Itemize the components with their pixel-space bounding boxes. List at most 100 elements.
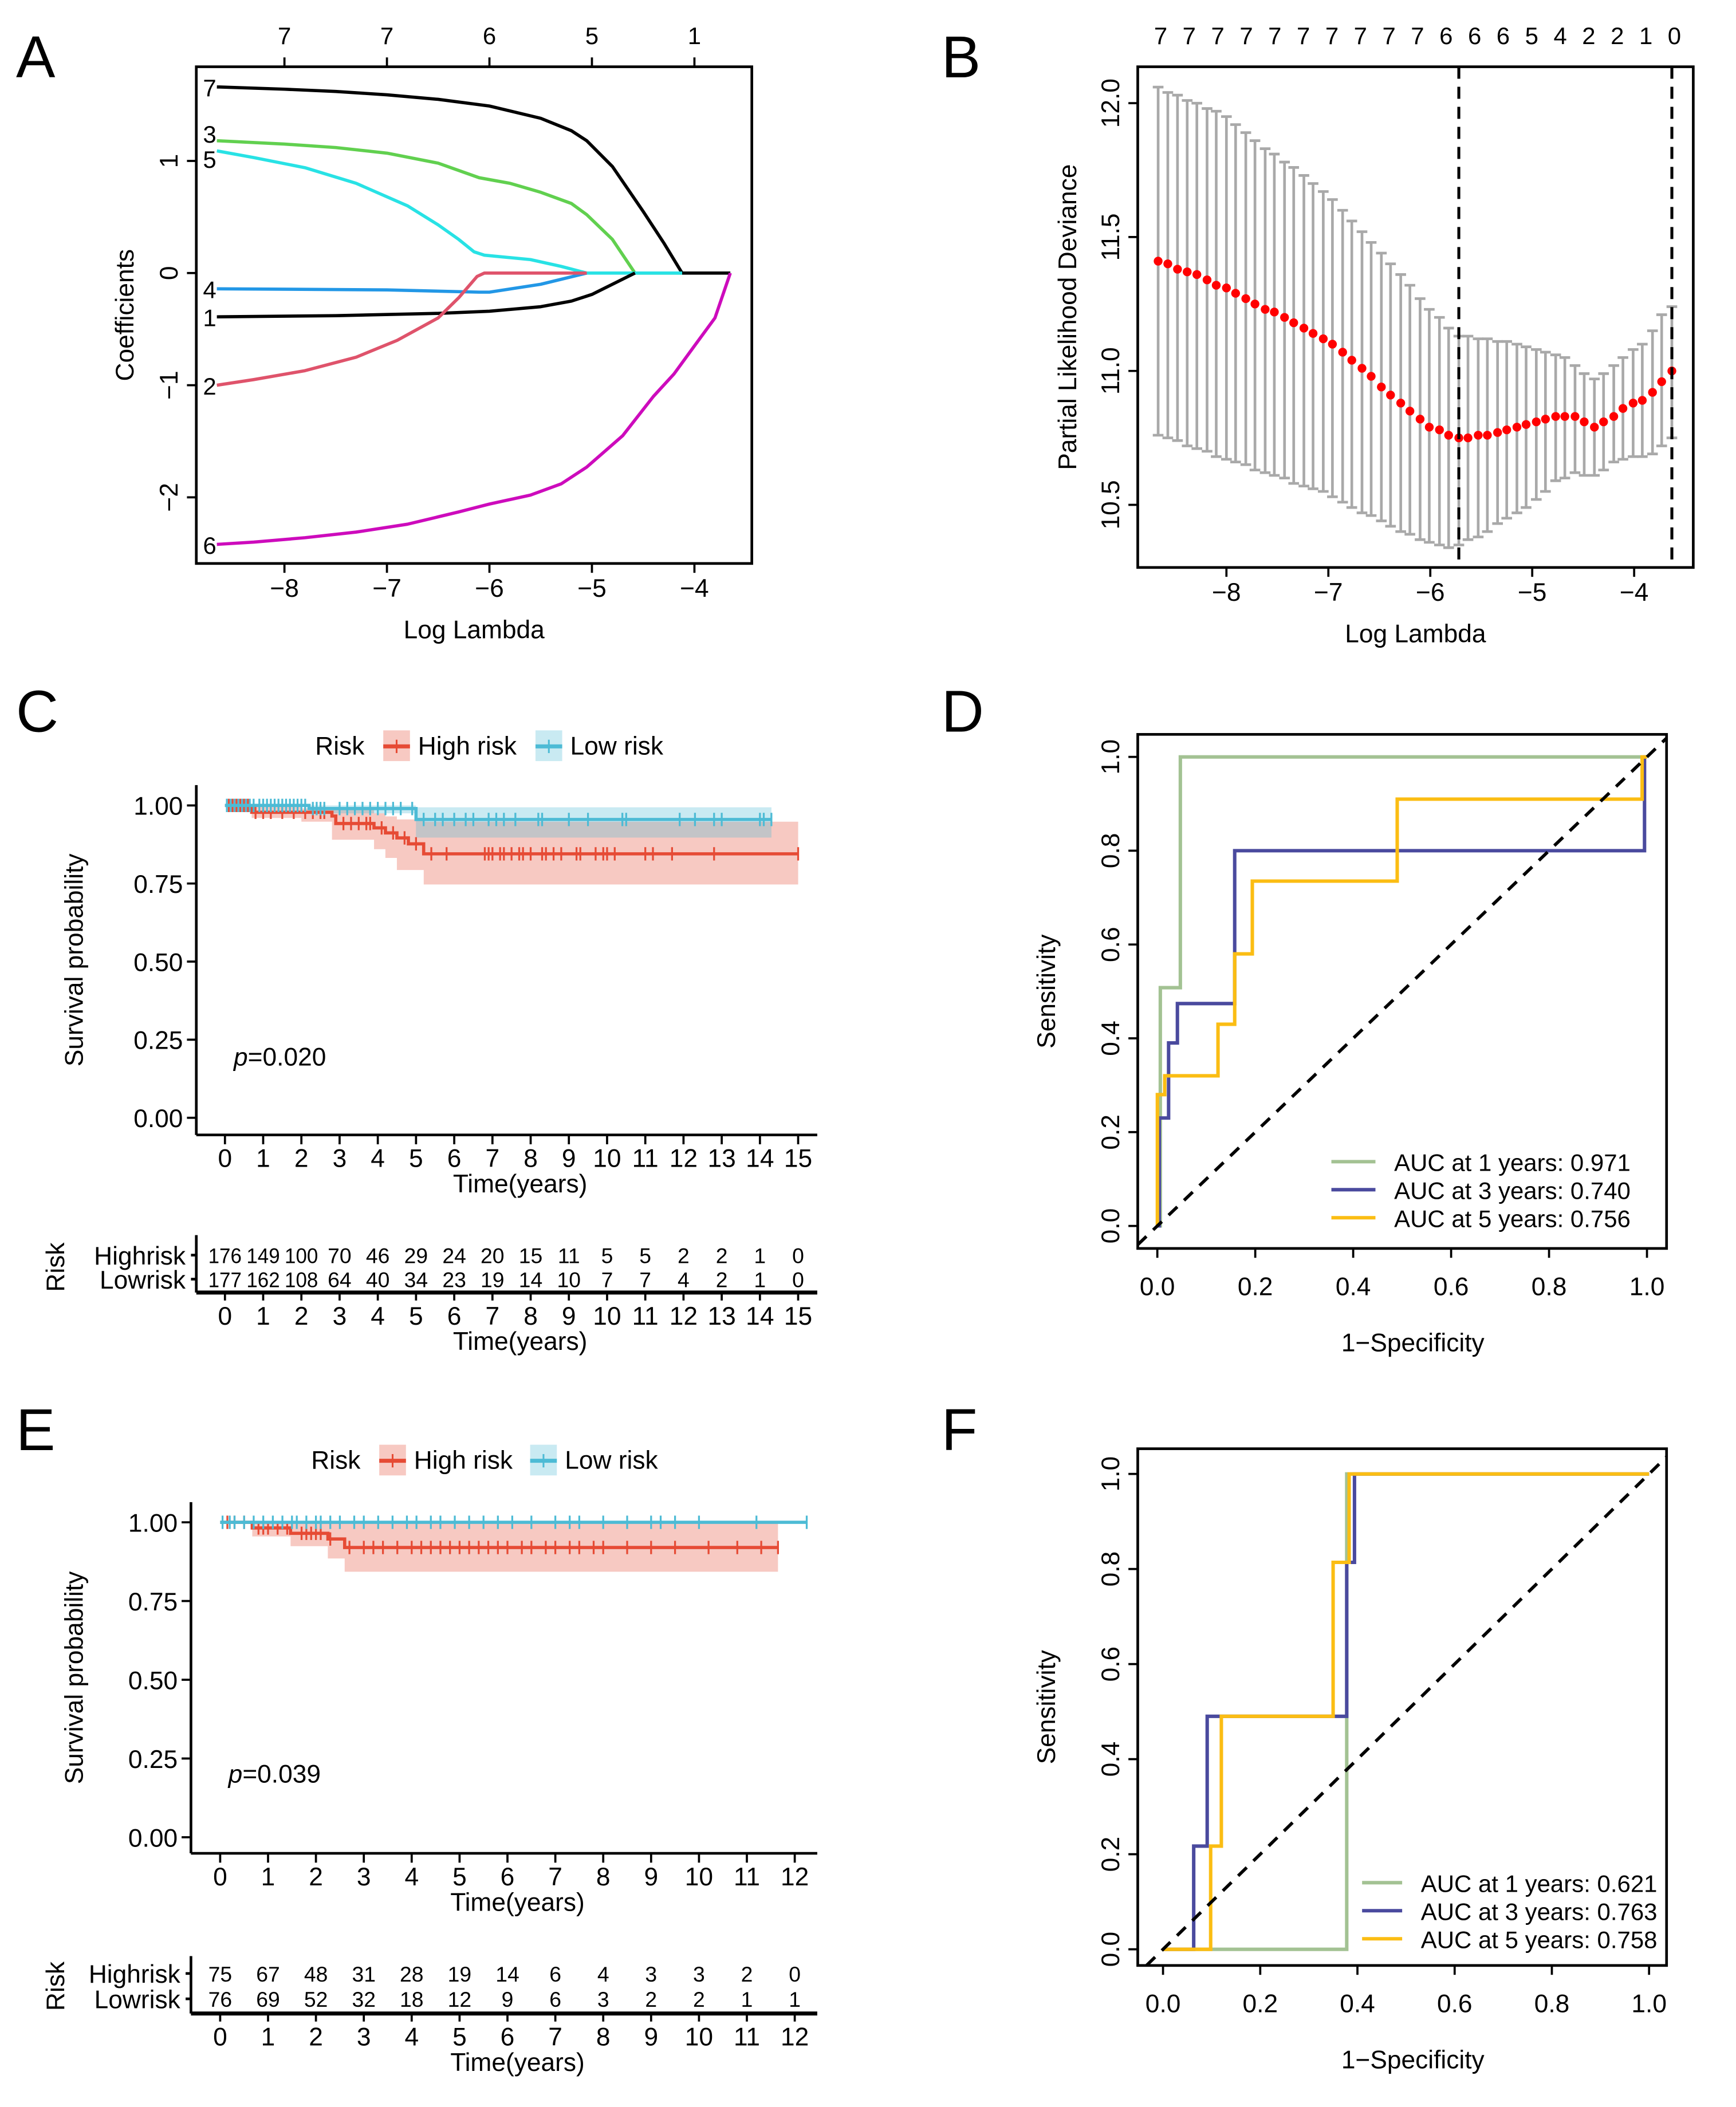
x-tick-label: 1 <box>256 1302 270 1330</box>
deviance-point <box>1628 399 1638 408</box>
x-tick-label: −7 <box>372 574 401 602</box>
x-tick-label: 14 <box>746 1145 774 1173</box>
x-axis-title: Time(years) <box>453 1328 588 1356</box>
legend-label: High risk <box>418 732 517 760</box>
panel-label: E <box>16 1397 55 1463</box>
x-tick-label: 6 <box>447 1302 462 1330</box>
risk-count: 2 <box>693 1987 705 2011</box>
x-tick-label: 15 <box>784 1145 812 1173</box>
x-tick-label: −8 <box>1212 578 1241 606</box>
p-symbol: p <box>227 1760 243 1788</box>
y-tick-label: 0.00 <box>128 1824 178 1852</box>
top-tick-label: 6 <box>1497 22 1510 49</box>
x-tick-label: −6 <box>1416 578 1445 606</box>
x-axis-title: Log Lambda <box>1345 620 1486 648</box>
risk-count: 3 <box>597 1987 609 2011</box>
risk-count: 176 <box>208 1244 242 1268</box>
y-tick-label: 0.75 <box>128 1588 178 1616</box>
x-tick-label: 5 <box>452 2023 467 2051</box>
deviance-point <box>1367 372 1376 381</box>
legend-label: AUC at 3 years: 0.763 <box>1421 1899 1658 1925</box>
x-tick-label: 0 <box>218 1302 232 1330</box>
y-tick-label: 0.4 <box>1097 1742 1125 1777</box>
top-tick-label: 7 <box>1268 22 1281 49</box>
deviance-point <box>1435 425 1444 435</box>
y-axis-title: Sensitivity <box>1033 934 1061 1049</box>
p-value-number: =0.020 <box>248 1043 326 1071</box>
x-tick-label: 6 <box>501 1863 515 1891</box>
legend-label: Low risk <box>565 1447 658 1475</box>
x-tick-label: 2 <box>294 1145 309 1173</box>
coefficient-line-label: 3 <box>203 121 216 148</box>
deviance-point <box>1444 431 1453 440</box>
deviance-point <box>1261 305 1270 314</box>
survival-curve-high-risk <box>225 804 798 856</box>
deviance-point <box>1541 415 1550 424</box>
y-tick-label: −1 <box>155 371 183 399</box>
y-tick-label: 0.4 <box>1097 1021 1125 1056</box>
y-axis-title: Partial Likelihood Deviance <box>1054 164 1082 470</box>
risk-table-title: Risk <box>42 1242 70 1292</box>
x-tick-label: 7 <box>548 1863 562 1891</box>
risk-count: 46 <box>366 1244 390 1268</box>
y-tick-label: 0.6 <box>1097 1647 1125 1682</box>
x-tick-label: 12 <box>670 1145 698 1173</box>
coefficient-line-label: 2 <box>203 373 216 400</box>
deviance-point <box>1270 308 1279 317</box>
x-axis-title: Time(years) <box>453 1170 588 1198</box>
x-tick-label: 10 <box>685 2023 713 2051</box>
deviance-point <box>1396 399 1406 408</box>
top-tick-label: 6 <box>1468 22 1481 49</box>
deviance-point <box>1474 431 1483 440</box>
risk-count: 10 <box>557 1268 581 1292</box>
confidence-band-low <box>225 805 771 838</box>
x-tick-label: −8 <box>270 574 299 602</box>
x-tick-label: −5 <box>1518 578 1547 606</box>
y-tick-label: 0.50 <box>128 1667 178 1695</box>
risk-count: 70 <box>328 1244 352 1268</box>
top-tick-label: 7 <box>1183 22 1196 49</box>
x-tick-label: 2 <box>294 1302 309 1330</box>
legend: Risk High risk Low risk <box>315 730 664 761</box>
y-tick-label: 0.6 <box>1097 927 1125 962</box>
deviance-point <box>1648 388 1657 397</box>
x-tick-label: 3 <box>357 2023 371 2051</box>
x-tick-label: −4 <box>680 574 709 602</box>
deviance-point <box>1532 417 1541 427</box>
y-tick-label: 0.25 <box>128 1746 178 1774</box>
risk-count: 12 <box>448 1987 472 2011</box>
risk-count: 20 <box>481 1244 505 1268</box>
survival-curve-high-risk <box>220 1521 778 1549</box>
x-tick-label: 1 <box>261 2023 275 2051</box>
kaplan-meier-plot: 0 1 2 3 4 5 6 7 8 9 10 11 120.000.250.500.751.00Time… <box>61 1444 817 1916</box>
risk-count: 7 <box>601 1268 613 1292</box>
x-tick-label: 4 <box>404 2023 419 2051</box>
reference-diagonal <box>1136 737 1668 1246</box>
top-tick-label: 6 <box>1439 22 1452 49</box>
top-tick-label: 2 <box>1582 22 1595 49</box>
x-tick-label: 8 <box>523 1145 538 1173</box>
x-tick-label: 13 <box>707 1302 735 1330</box>
x-axis-title: 1−Specificity <box>1341 2046 1485 2074</box>
x-tick-label: 3 <box>333 1302 347 1330</box>
top-tick-label: 7 <box>1325 22 1339 49</box>
x-tick-label: −5 <box>577 574 607 602</box>
deviance-point <box>1250 300 1259 309</box>
deviance-point <box>1560 412 1569 421</box>
risk-count: 9 <box>502 1987 514 2011</box>
risk-count: 23 <box>442 1268 466 1292</box>
risk-count: 2 <box>645 1987 657 2011</box>
deviance-point <box>1493 428 1502 437</box>
x-tick-label: 0 <box>218 1145 232 1173</box>
y-tick-label: 1.0 <box>1097 1456 1125 1492</box>
deviance-point <box>1173 265 1182 274</box>
risk-count: 6 <box>549 1962 561 1986</box>
deviance-point <box>1377 383 1386 392</box>
deviance-point <box>1211 281 1221 290</box>
deviance-point <box>1657 377 1666 387</box>
x-tick-label: 11 <box>734 2023 760 2051</box>
